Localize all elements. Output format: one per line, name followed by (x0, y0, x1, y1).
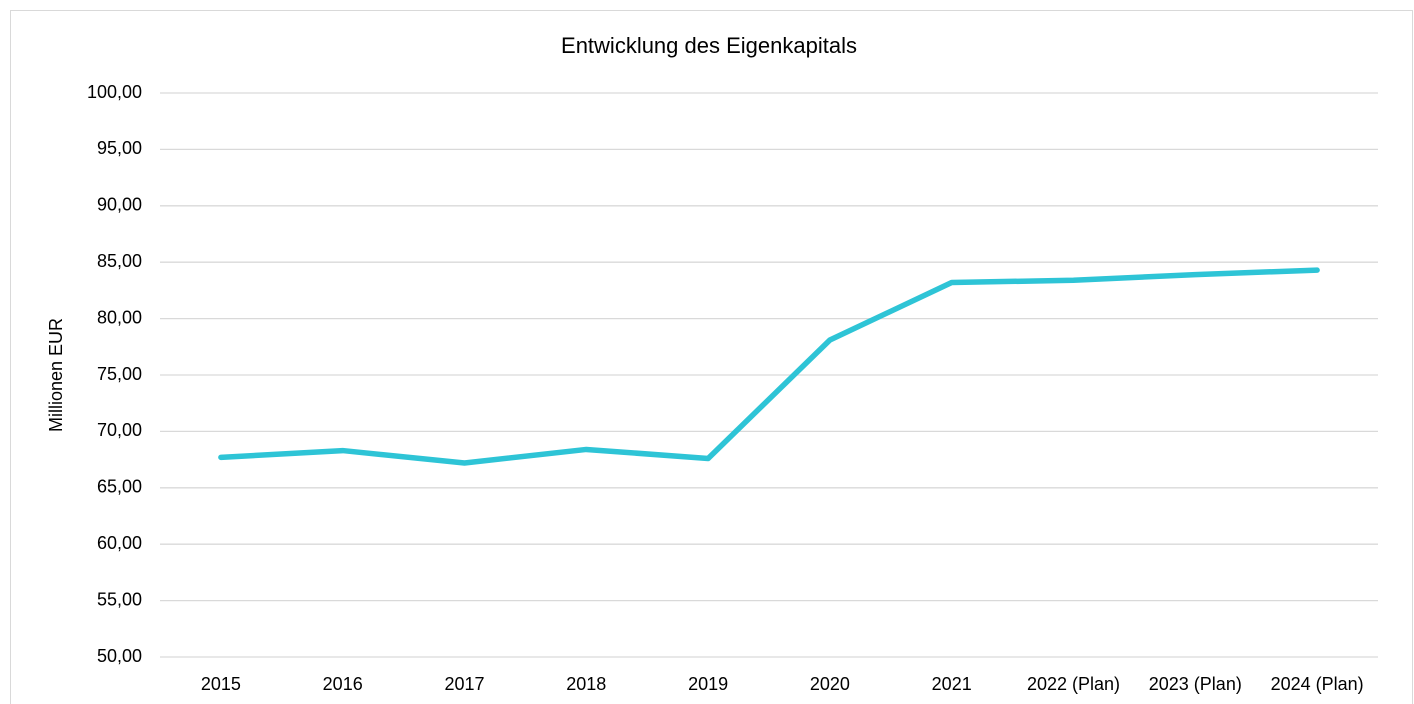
y-tick-label: 55,00 (97, 589, 142, 609)
y-tick-label: 50,00 (97, 646, 142, 666)
x-tick-label: 2018 (566, 674, 606, 694)
x-tick-label: 2023 (Plan) (1149, 674, 1242, 694)
y-tick-label: 70,00 (97, 420, 142, 440)
y-axis-label: Millionen EUR (46, 318, 66, 432)
chart-frame (10, 10, 1413, 704)
x-tick-label: 2020 (810, 674, 850, 694)
y-tick-label: 75,00 (97, 364, 142, 384)
x-tick-label: 2015 (201, 674, 241, 694)
x-tick-label: 2022 (Plan) (1027, 674, 1120, 694)
y-tick-label: 100,00 (87, 82, 142, 102)
x-tick-label: 2024 (Plan) (1271, 674, 1364, 694)
y-tick-label: 60,00 (97, 533, 142, 553)
x-tick-label: 2019 (688, 674, 728, 694)
x-tick-label: 2021 (932, 674, 972, 694)
y-tick-label: 80,00 (97, 307, 142, 327)
y-tick-label: 95,00 (97, 138, 142, 158)
chart-title: Entwicklung des Eigenkapitals (561, 33, 857, 58)
x-tick-label: 2017 (444, 674, 484, 694)
x-tick-label: 2016 (323, 674, 363, 694)
y-tick-label: 65,00 (97, 477, 142, 497)
y-tick-label: 85,00 (97, 251, 142, 271)
data-line (218, 267, 1320, 466)
y-tick-label: 90,00 (97, 195, 142, 215)
